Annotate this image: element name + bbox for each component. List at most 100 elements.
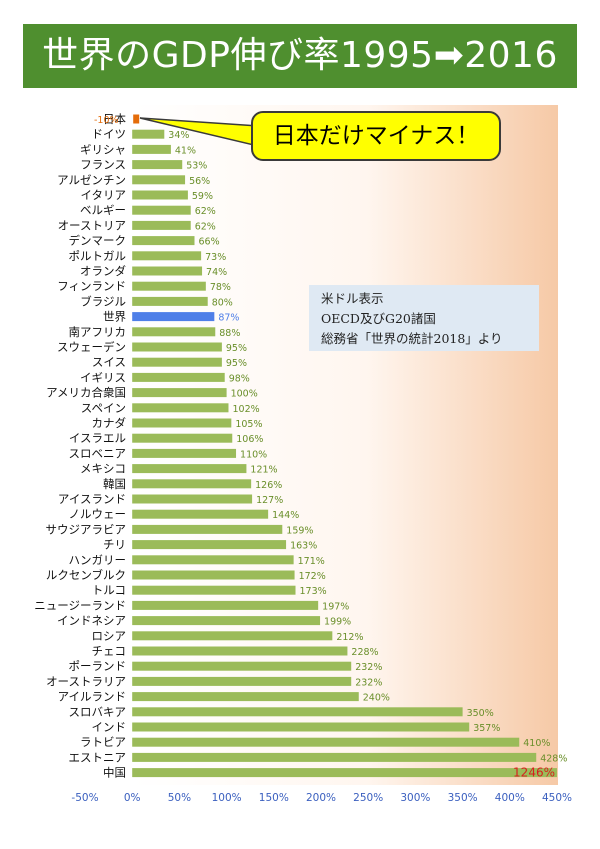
bar-13 (132, 296, 208, 306)
value-label: 357% (473, 723, 500, 734)
bar-16 (132, 342, 222, 352)
category-label: アルゼンチン (57, 173, 126, 187)
value-label: 240% (363, 693, 390, 704)
plot-background (133, 105, 558, 785)
value-label: 350% (467, 708, 494, 719)
value-label: 66% (199, 237, 220, 248)
bar-33 (132, 600, 319, 610)
category-label: 中国 (103, 766, 126, 780)
category-label: スロベニア (69, 446, 127, 460)
category-label: ハンガリー (69, 553, 127, 567)
value-label: 74% (206, 267, 227, 278)
chart-title: 世界のGDP伸び率1995➡2016 (23, 24, 577, 88)
category-label: スウェーデン (57, 340, 126, 354)
bar-34 (132, 616, 321, 626)
bar-1 (133, 114, 140, 124)
bar-9 (132, 236, 195, 246)
category-label: サウジアラビア (46, 522, 127, 536)
x-tick-label: 400% (495, 792, 525, 804)
value-label: 78% (210, 282, 231, 293)
source-note: 米ドル表示 OECD及びG20諸国 総務省「世界の統計2018」より (309, 285, 539, 351)
bar-18 (132, 372, 225, 382)
category-label: ニュージーランド (34, 598, 126, 612)
bar-10 (132, 251, 202, 261)
value-label: 199% (324, 617, 351, 628)
note-line-currency: 米ドル表示 (321, 291, 384, 306)
value-label: 212% (336, 632, 363, 643)
value-label: 127% (256, 495, 283, 506)
value-label: 163% (290, 541, 317, 552)
value-label: 98% (229, 373, 250, 384)
category-label: ドイツ (92, 127, 127, 141)
category-label: デンマーク (69, 234, 127, 248)
bar-6 (132, 190, 188, 200)
value-label: 56% (189, 176, 210, 187)
value-label: 110% (240, 449, 267, 460)
x-tick-label: 0% (124, 792, 141, 804)
value-label: 95% (226, 343, 247, 354)
bar-17 (132, 357, 222, 367)
value-label: 144% (272, 510, 299, 521)
value-label: 121% (250, 465, 277, 476)
value-label: 232% (355, 662, 382, 673)
value-label: 428% (540, 753, 567, 764)
bar-27 (132, 509, 269, 519)
bar-40 (132, 707, 463, 717)
value-label: 197% (322, 601, 349, 612)
value-label: 41% (175, 145, 196, 156)
value-label: 88% (219, 328, 240, 339)
bar-15 (132, 327, 216, 337)
category-label: アメリカ合衆国 (46, 386, 126, 400)
category-label: インド (92, 720, 127, 734)
category-label: 日本 (103, 112, 126, 126)
value-label: 95% (226, 358, 247, 369)
category-label: チェコ (92, 644, 127, 658)
value-label: 80% (212, 297, 233, 308)
x-tick-label: 350% (448, 792, 478, 804)
x-tick-label: 450% (542, 792, 572, 804)
category-label: ポーランド (69, 659, 127, 673)
bar-3 (132, 144, 171, 154)
bar-39 (132, 692, 359, 702)
value-label: 62% (195, 206, 216, 217)
bar-2 (132, 129, 165, 139)
bar-11 (132, 266, 203, 276)
bar-32 (132, 585, 296, 595)
x-tick-label: 150% (259, 792, 289, 804)
value-label: 159% (286, 525, 313, 536)
value-label: 1246% (513, 766, 555, 780)
value-label: 126% (255, 480, 282, 491)
value-label: -10% (94, 115, 119, 126)
bar-26 (132, 494, 253, 504)
bar-23 (132, 448, 237, 458)
x-tick-label: -50% (71, 792, 98, 804)
category-label: フィンランド (57, 279, 126, 293)
bar-36 (132, 646, 348, 656)
bar-44 (132, 768, 557, 778)
value-label: 73% (205, 252, 226, 263)
bar-31 (132, 570, 295, 580)
value-label: 410% (523, 738, 550, 749)
category-label: ブラジル (80, 294, 126, 308)
x-tick-label: 50% (168, 792, 191, 804)
x-tick-label: 250% (353, 792, 383, 804)
value-label: 106% (236, 434, 263, 445)
category-label: オーストラリア (46, 674, 126, 688)
callout-japan-minus: 日本だけマイナス！ (251, 111, 501, 161)
x-tick-label: 300% (400, 792, 430, 804)
category-label: ロシア (92, 629, 127, 643)
category-label: フランス (80, 158, 126, 172)
category-label: トルコ (92, 583, 126, 597)
value-label: 59% (192, 191, 213, 202)
bar-12 (132, 281, 206, 291)
value-label: 173% (300, 586, 327, 597)
note-line-scope: OECD及びG20諸国 (321, 311, 436, 326)
bar-28 (132, 524, 283, 534)
bar-43 (132, 752, 537, 762)
category-label: ノルウェー (69, 507, 127, 521)
bar-35 (132, 631, 333, 641)
category-label: 世界 (103, 310, 126, 324)
category-label: ポルトガル (69, 249, 127, 263)
bar-19 (132, 388, 227, 398)
x-tick-label: 100% (212, 792, 242, 804)
